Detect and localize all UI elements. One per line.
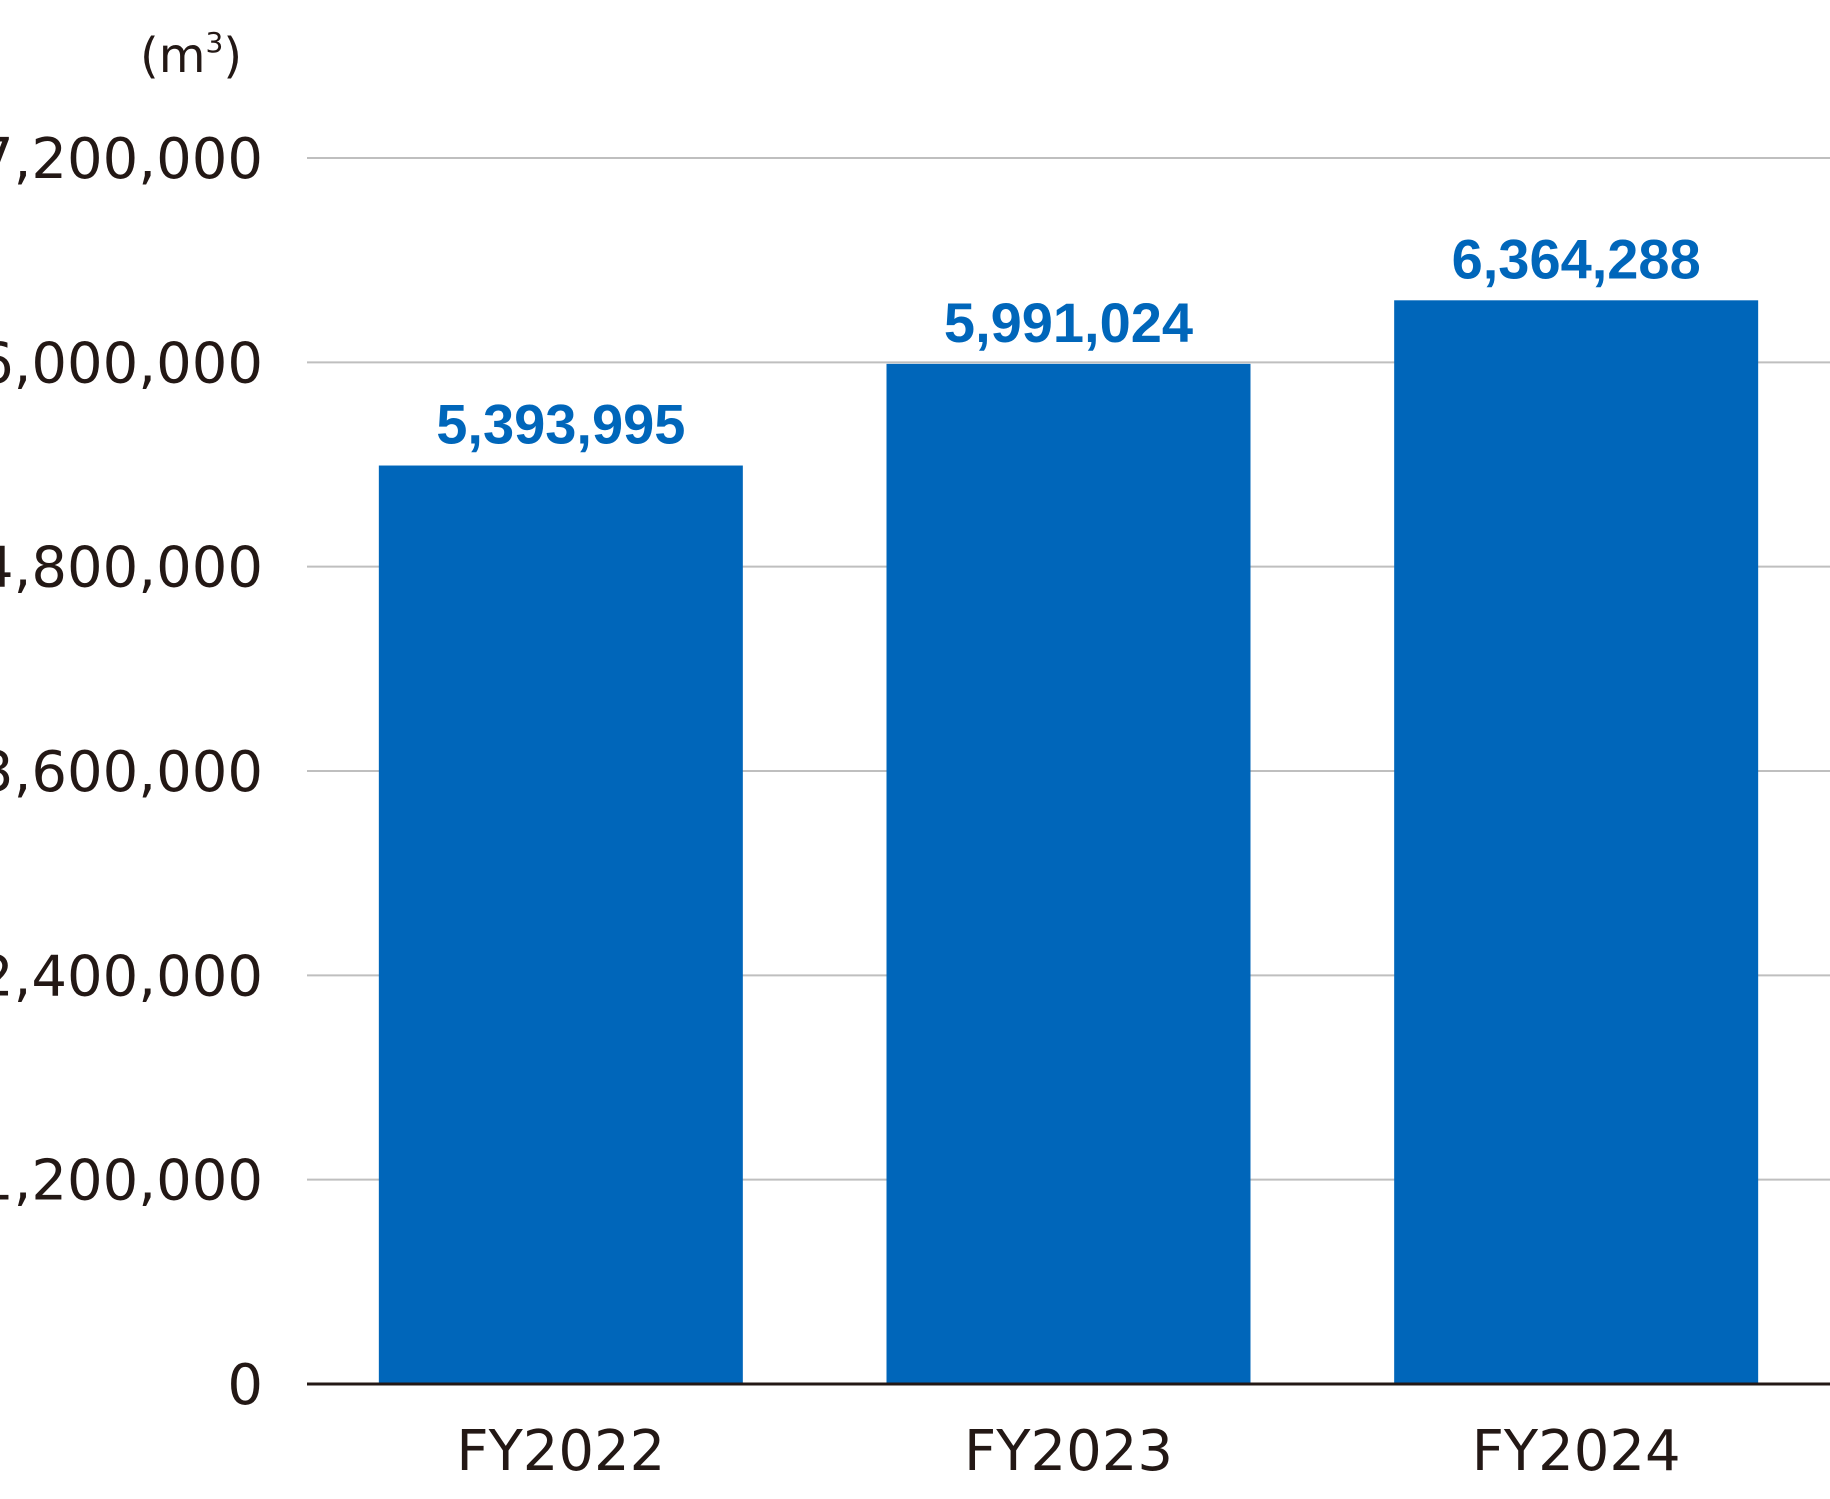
unit-open-paren: ( [140, 28, 159, 84]
y-axis-unit-label: (m3) [140, 26, 242, 84]
y-tick-label: 6,000,000 [0, 331, 263, 396]
y-tick-label: 0 [227, 1353, 263, 1418]
bar-data-label: 6,364,288 [1452, 227, 1701, 290]
x-category-label: FY2023 [964, 1419, 1173, 1484]
x-category-label: FY2024 [1472, 1419, 1681, 1484]
data-labels: 5,393,995 5,991,024 6,364,288 [436, 227, 1700, 455]
unit-text: m [159, 28, 206, 84]
x-axis-categories: FY2022 FY2023 FY2024 [456, 1419, 1680, 1484]
y-tick-label: 1,200,000 [0, 1149, 263, 1214]
y-tick-label: 4,800,000 [0, 536, 263, 601]
bar [1394, 300, 1759, 1384]
y-tick-label: 3,600,000 [0, 740, 263, 805]
bar [886, 363, 1251, 1384]
unit-close-paren: ) [223, 28, 242, 84]
bar-data-label: 5,991,024 [944, 291, 1193, 354]
bars [378, 300, 1759, 1384]
bar-data-label: 5,393,995 [436, 393, 685, 456]
y-tick-label: 7,200,000 [0, 127, 263, 192]
y-tick-label: 2,400,000 [0, 944, 263, 1009]
x-category-label: FY2022 [456, 1419, 665, 1484]
bar [378, 465, 743, 1384]
unit-superscript: 3 [206, 26, 224, 59]
y-axis-ticks: 0 1,200,000 2,400,000 3,600,000 4,800,000 6,0… [0, 127, 263, 1418]
